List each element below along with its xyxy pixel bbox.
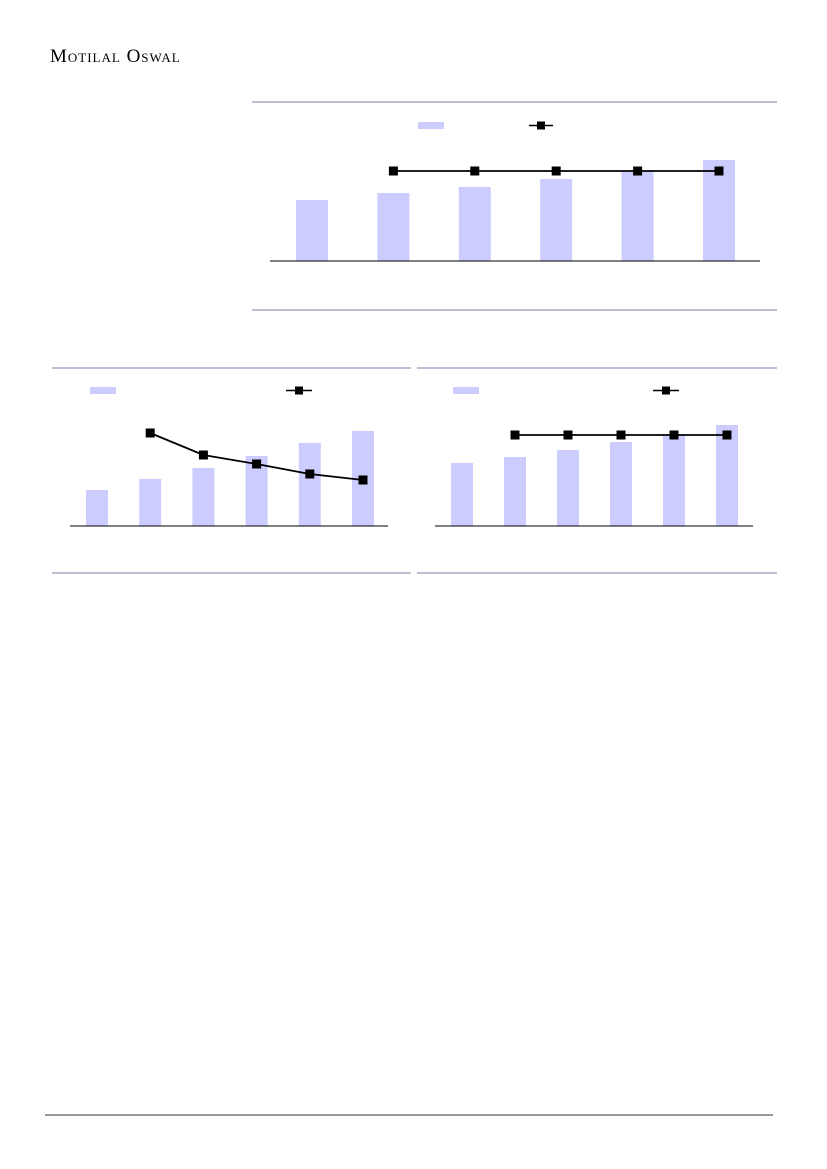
line-marker	[388, 166, 398, 176]
line-marker	[714, 166, 724, 176]
line-marker	[510, 430, 520, 440]
line-marker	[252, 459, 262, 469]
line-marker	[305, 469, 315, 479]
bar	[716, 425, 738, 526]
bar	[86, 490, 108, 526]
bar	[610, 442, 632, 526]
bar	[703, 160, 735, 261]
bar	[540, 179, 573, 261]
line-marker	[198, 450, 208, 460]
bar	[245, 456, 268, 526]
brand: Motilal Oswal	[50, 46, 181, 67]
legend-swatch	[90, 387, 116, 394]
line-marker	[563, 430, 573, 440]
bar	[663, 435, 685, 526]
bar	[557, 450, 579, 526]
bar	[139, 479, 162, 526]
line-marker	[633, 166, 643, 176]
legend-marker	[662, 386, 670, 395]
bar	[377, 193, 410, 261]
bar	[458, 187, 491, 261]
bar	[504, 457, 526, 526]
legend-marker	[295, 386, 303, 395]
bar	[451, 463, 473, 526]
line-marker	[616, 430, 626, 440]
legend-marker	[537, 121, 545, 130]
bar	[621, 171, 654, 261]
line-marker	[358, 475, 368, 485]
line-marker	[145, 428, 155, 438]
legend-swatch	[453, 387, 479, 394]
bar	[192, 468, 215, 526]
line-marker	[669, 430, 679, 440]
bar	[298, 443, 321, 526]
line-marker	[551, 166, 561, 176]
line-marker	[722, 430, 732, 440]
legend-swatch	[418, 122, 444, 129]
bar	[296, 200, 328, 261]
line-marker	[470, 166, 480, 176]
